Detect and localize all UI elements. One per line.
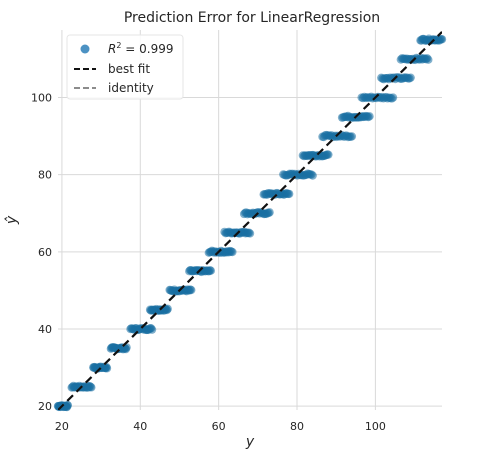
y-tick-label: 20 xyxy=(38,400,52,413)
axis-layer: 20 40 60 80 100 20 40 60 80 100 xyxy=(31,92,386,433)
x-axis-label: y xyxy=(245,434,255,450)
scatter-point xyxy=(365,112,374,121)
chart-title: Prediction Error for LinearRegression xyxy=(124,10,380,26)
scatter-point xyxy=(388,93,398,102)
scatter-point xyxy=(324,150,333,159)
scatter-point xyxy=(406,73,415,82)
x-tick-label: 40 xyxy=(133,420,147,433)
best-fit-line xyxy=(58,31,442,410)
scatter-point xyxy=(347,132,357,141)
x-tick-label: 100 xyxy=(365,420,386,433)
x-tick-label: 80 xyxy=(290,420,304,433)
legend-label-best-fit: best fit xyxy=(108,62,150,76)
legend-label-r2: R2 = 0.999 xyxy=(108,41,173,56)
scatter-point xyxy=(187,285,196,295)
legend-marker-r2 xyxy=(80,44,90,54)
y-tick-label: 40 xyxy=(38,323,52,336)
x-tick-label: 60 xyxy=(212,420,226,433)
x-tick-label: 20 xyxy=(55,420,69,433)
scatter-point xyxy=(163,304,172,314)
lines-layer xyxy=(58,31,442,410)
scatter-point xyxy=(245,229,255,238)
scatter-point xyxy=(424,55,433,64)
scatter-point xyxy=(228,247,237,257)
legend-label-identity: identity xyxy=(108,81,154,95)
scatter-point xyxy=(102,364,112,373)
scatter-point xyxy=(437,35,447,44)
scatter-point xyxy=(265,208,274,217)
y-tick-label: 80 xyxy=(38,169,52,182)
scatter-point xyxy=(87,383,96,392)
scatter-point xyxy=(206,266,216,275)
y-tick-label: 100 xyxy=(31,92,52,105)
points-layer xyxy=(53,34,447,412)
scatter-point xyxy=(147,325,157,334)
scatter-point xyxy=(308,171,317,180)
scatter-point xyxy=(63,401,72,410)
legend: R2 = 0.999 best fit identity xyxy=(66,34,184,100)
legend-frame xyxy=(66,34,184,100)
y-tick-label: 60 xyxy=(38,246,52,259)
scatter-point xyxy=(284,189,294,199)
y-axis-label: ŷ xyxy=(4,215,20,225)
